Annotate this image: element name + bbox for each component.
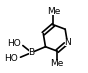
Text: Me: Me <box>50 59 64 68</box>
FancyBboxPatch shape <box>50 8 57 15</box>
FancyBboxPatch shape <box>54 60 61 67</box>
FancyBboxPatch shape <box>13 41 21 47</box>
FancyBboxPatch shape <box>29 49 34 56</box>
Text: B: B <box>29 48 35 57</box>
Text: N: N <box>64 38 71 47</box>
Text: HO: HO <box>4 54 18 63</box>
FancyBboxPatch shape <box>10 55 18 62</box>
FancyBboxPatch shape <box>65 39 70 46</box>
Text: HO: HO <box>7 39 21 48</box>
Text: Me: Me <box>47 7 60 16</box>
